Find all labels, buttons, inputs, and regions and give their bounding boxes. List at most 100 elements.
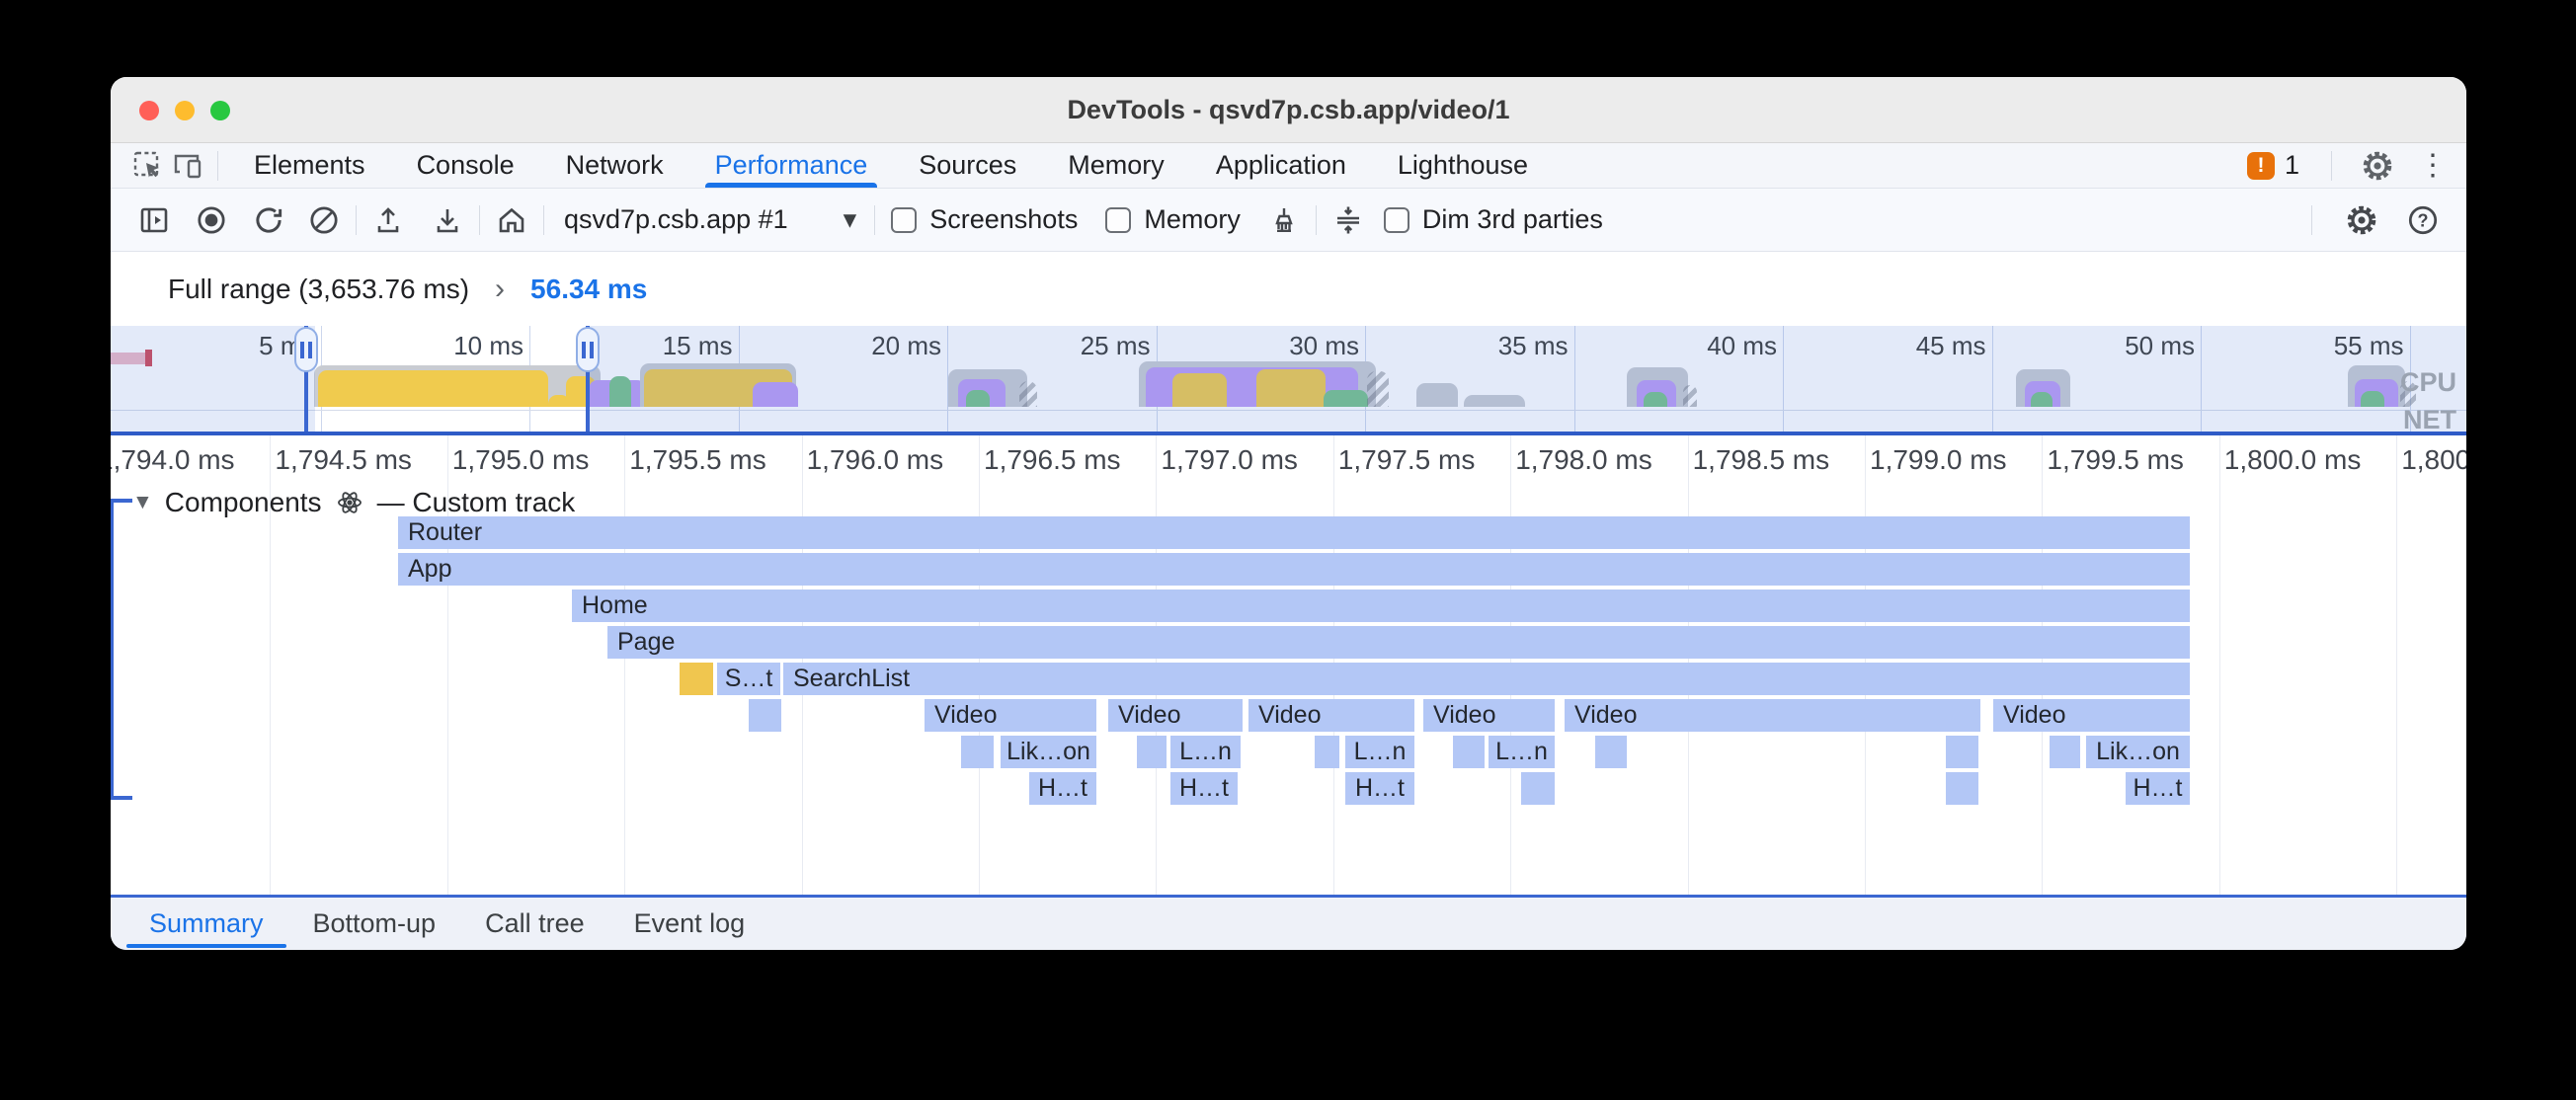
flame-bar[interactable]: [1315, 736, 1339, 768]
panel-tabs: Elements Console Network Performance Sources…: [228, 143, 1554, 188]
issues-counter[interactable]: ! 1: [2246, 150, 2305, 181]
ruler-tick-label: 1,795.5 ms: [629, 444, 766, 475]
flame-bar-home[interactable]: Home: [572, 589, 2190, 622]
inspect-element-icon[interactable]: [128, 146, 168, 186]
details-tab-event-log[interactable]: Event log: [633, 908, 746, 938]
tab-memory[interactable]: Memory: [1068, 150, 1165, 180]
flame-bar-video[interactable]: Video: [1423, 699, 1555, 732]
flame-bar[interactable]: [1946, 772, 1978, 805]
flame-bar-video[interactable]: Video: [1248, 699, 1414, 732]
ruler-tick-label: 1,796.5 ms: [984, 444, 1121, 475]
cpu-activity-hatch: [2400, 381, 2416, 407]
window-title: DevTools - qsvd7p.csb.app/video/1: [1067, 94, 1510, 124]
minimize-window-button[interactable]: [175, 101, 195, 120]
flame-bar[interactable]: [2050, 736, 2080, 768]
flame-bar[interactable]: [749, 699, 781, 732]
overview-tick-label: 20 ms: [871, 331, 941, 360]
close-window-button[interactable]: [139, 101, 159, 120]
dim-3rd-parties-checkbox[interactable]: Dim 3rd parties: [1383, 204, 1603, 235]
flame-bar[interactable]: [1521, 772, 1555, 805]
target-selector-dropdown[interactable]: qsvd7p.csb.app #1 ▾: [564, 204, 856, 235]
flame-bar-app[interactable]: App: [398, 553, 2190, 586]
flame-bar-router[interactable]: Router: [398, 516, 2190, 549]
separator: [479, 204, 480, 235]
download-profile-icon[interactable]: [426, 198, 469, 242]
record-and-reload-icon[interactable]: [247, 198, 290, 242]
flame-bar-video[interactable]: Video: [1108, 699, 1243, 732]
flame-bar-likon[interactable]: Lik…on: [2086, 736, 2190, 768]
full-range-crumb[interactable]: Full range (3,653.76 ms): [168, 273, 470, 304]
collapse-triangle-icon[interactable]: ▼: [132, 491, 153, 513]
checkbox-box[interactable]: [1383, 206, 1409, 233]
selection-handle-right[interactable]: [576, 327, 600, 372]
overview-tick-label: 15 ms: [662, 331, 733, 360]
record-icon[interactable]: [190, 198, 233, 242]
toggle-sidebar-icon[interactable]: [132, 198, 176, 242]
overview-strip[interactable]: CPU NET 5 ms 10 ms 15 ms 20 ms 25 ms 30 ms 35 m…: [111, 326, 2466, 432]
toggle-device-toolbar-icon[interactable]: [168, 146, 207, 186]
settings-gear-icon[interactable]: [2358, 146, 2397, 186]
flame-bar-ht[interactable]: H…t: [2126, 772, 2190, 805]
flame-bar-ln[interactable]: L…n: [1345, 736, 1414, 768]
screenshots-checkbox[interactable]: Screenshots: [891, 204, 1078, 235]
cpu-activity-yellow: [1256, 369, 1326, 407]
flame-bar[interactable]: [961, 736, 994, 768]
target-selector-value: qsvd7p.csb.app #1: [564, 204, 788, 234]
overview-tick-label: 40 ms: [1707, 331, 1777, 360]
performance-settings-gear-icon[interactable]: [2340, 198, 2383, 242]
tab-performance[interactable]: Performance: [689, 143, 894, 188]
details-tab-call-tree[interactable]: Call tree: [485, 908, 585, 938]
handle-grip: [582, 341, 586, 358]
flame-bar[interactable]: [1946, 736, 1978, 768]
flame-bar[interactable]: [1595, 736, 1627, 768]
details-tab-summary[interactable]: Summary: [124, 898, 288, 950]
timeline-gridline: [624, 435, 626, 895]
flame-bar[interactable]: [1137, 736, 1167, 768]
cpu-activity-purple: [753, 382, 798, 407]
tab-application[interactable]: Application: [1215, 150, 1346, 180]
tab-console[interactable]: Console: [416, 150, 515, 180]
flame-bar[interactable]: [1453, 736, 1485, 768]
upload-profile-icon[interactable]: [366, 198, 410, 242]
kebab-menu-icon[interactable]: ⋮: [2418, 149, 2448, 182]
collapse-tracks-icon[interactable]: [1327, 198, 1370, 242]
home-icon[interactable]: [490, 198, 533, 242]
flame-bar[interactable]: [680, 663, 713, 695]
track-selection-bracket: [111, 499, 114, 800]
selection-handle-left[interactable]: [294, 327, 318, 372]
flame-bar-video[interactable]: Video: [1565, 699, 1980, 732]
cpu-activity-green: [2031, 392, 2053, 407]
flame-bar-ht[interactable]: H…t: [1029, 772, 1096, 805]
zoom-window-button[interactable]: [210, 101, 230, 120]
overview-tick-label: 10 ms: [453, 331, 523, 360]
memory-checkbox[interactable]: Memory: [1105, 204, 1241, 235]
tab-network[interactable]: Network: [565, 150, 664, 180]
flame-bar-st[interactable]: S…t: [717, 663, 780, 695]
clear-icon[interactable]: [302, 198, 346, 242]
collect-garbage-icon[interactable]: [1262, 198, 1306, 242]
flame-bar-video[interactable]: Video: [1993, 699, 2190, 732]
track-bracket-cap-top: [111, 499, 132, 503]
checkbox-box[interactable]: [891, 206, 918, 233]
flame-bar-page[interactable]: Page: [607, 626, 2190, 659]
checkbox-box[interactable]: [1105, 206, 1132, 233]
flame-bar-likon[interactable]: Lik…on: [1001, 736, 1096, 768]
flame-bar-ht[interactable]: H…t: [1345, 772, 1414, 805]
flame-bar-ht[interactable]: H…t: [1170, 772, 1238, 805]
flame-bar-ln[interactable]: L…n: [1170, 736, 1241, 768]
chevron-right-icon: ›: [495, 272, 506, 305]
flame-bar-ln[interactable]: L…n: [1489, 736, 1555, 768]
details-tab-bottom-up[interactable]: Bottom-up: [312, 908, 437, 938]
track-suffix: — Custom track: [376, 487, 576, 517]
flame-chart-area[interactable]: ▼ Components — Custom track 1,794.0 ms 1,…: [111, 435, 2466, 895]
ruler-tick-label: 1,800.5 ms: [2401, 444, 2466, 475]
tab-elements[interactable]: Elements: [254, 150, 365, 180]
flame-bar-searchlist[interactable]: SearchList: [783, 663, 2190, 695]
overview-gridline: [1991, 326, 1993, 432]
cpu-activity-yellow: [318, 370, 548, 407]
flame-bar-video[interactable]: Video: [925, 699, 1096, 732]
help-icon[interactable]: ?: [2401, 198, 2445, 242]
tab-sources[interactable]: Sources: [919, 150, 1017, 180]
track-header[interactable]: ▼ Components — Custom track: [132, 486, 575, 519]
tab-lighthouse[interactable]: Lighthouse: [1397, 150, 1529, 180]
